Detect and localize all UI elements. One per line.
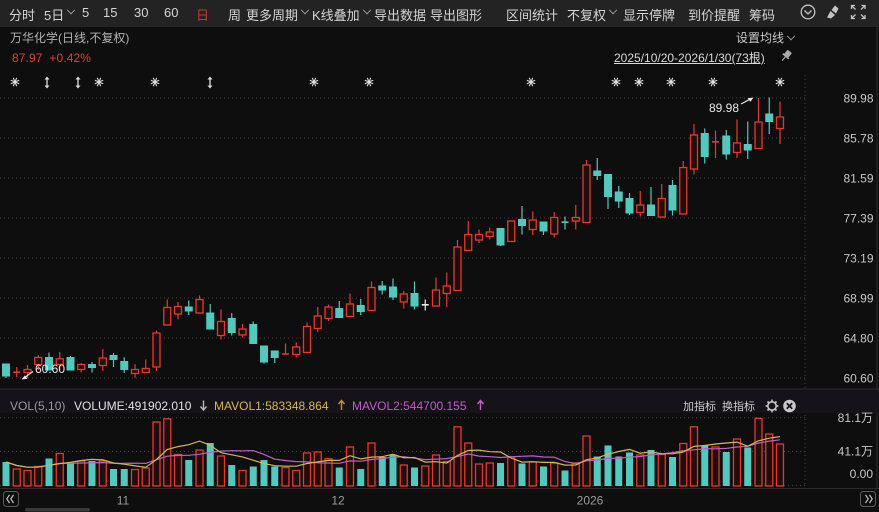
svg-text:89.98: 89.98 bbox=[709, 101, 739, 115]
svg-text:81.59: 81.59 bbox=[843, 172, 873, 186]
svg-text:VOLUME:491902.010: VOLUME:491902.010 bbox=[74, 399, 192, 413]
svg-text:12: 12 bbox=[331, 494, 345, 508]
svg-text:2026: 2026 bbox=[577, 494, 604, 508]
svg-text:60.60: 60.60 bbox=[35, 362, 65, 376]
svg-text:0.00: 0.00 bbox=[850, 467, 874, 481]
svg-text:VOL(5,10): VOL(5,10) bbox=[10, 399, 65, 413]
svg-text:MAVOL2:544700.155: MAVOL2:544700.155 bbox=[352, 399, 467, 413]
svg-text:MAVOL1:583348.864: MAVOL1:583348.864 bbox=[214, 399, 329, 413]
svg-text:77.39: 77.39 bbox=[843, 212, 873, 226]
svg-text:60.60: 60.60 bbox=[843, 372, 873, 386]
svg-text:73.19: 73.19 bbox=[843, 252, 873, 266]
svg-text:41.1万: 41.1万 bbox=[838, 445, 873, 459]
svg-text:68.99: 68.99 bbox=[843, 292, 873, 306]
svg-text:11: 11 bbox=[117, 494, 130, 508]
svg-text:换指标: 换指标 bbox=[722, 399, 755, 413]
svg-text:85.78: 85.78 bbox=[843, 132, 873, 146]
svg-text:89.98: 89.98 bbox=[843, 92, 873, 106]
svg-text:加指标: 加指标 bbox=[683, 399, 716, 413]
svg-text:64.80: 64.80 bbox=[843, 332, 873, 346]
svg-text:81.1万: 81.1万 bbox=[838, 411, 873, 425]
